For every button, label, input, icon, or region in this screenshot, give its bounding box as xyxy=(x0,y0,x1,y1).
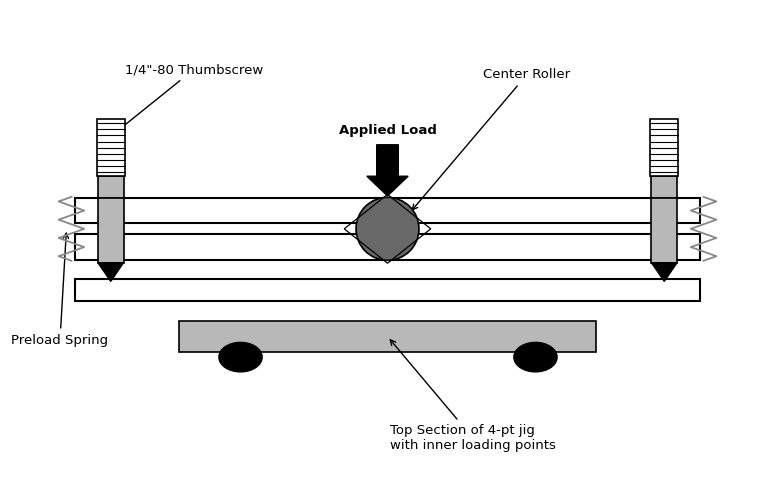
Bar xyxy=(75,280,700,301)
Polygon shape xyxy=(652,263,677,282)
Bar xyxy=(652,176,677,198)
Text: 1/4"-80 Thumbscrew: 1/4"-80 Thumbscrew xyxy=(114,63,263,134)
Text: Preload Spring: Preload Spring xyxy=(12,233,108,346)
Bar xyxy=(650,119,678,176)
Bar xyxy=(75,234,700,260)
Bar xyxy=(98,198,123,263)
Bar xyxy=(652,198,677,263)
Circle shape xyxy=(356,198,419,260)
Bar xyxy=(75,198,700,223)
Ellipse shape xyxy=(219,343,262,372)
Polygon shape xyxy=(98,263,123,282)
Bar xyxy=(178,321,597,352)
Ellipse shape xyxy=(514,343,557,372)
Text: Top Section of 4-pt jig
with inner loading points: Top Section of 4-pt jig with inner loadi… xyxy=(390,340,556,452)
FancyArrow shape xyxy=(367,145,408,196)
Text: Applied Load: Applied Load xyxy=(339,124,436,137)
Bar xyxy=(97,119,125,176)
Text: Center Roller: Center Roller xyxy=(412,68,570,210)
Bar xyxy=(98,176,123,198)
